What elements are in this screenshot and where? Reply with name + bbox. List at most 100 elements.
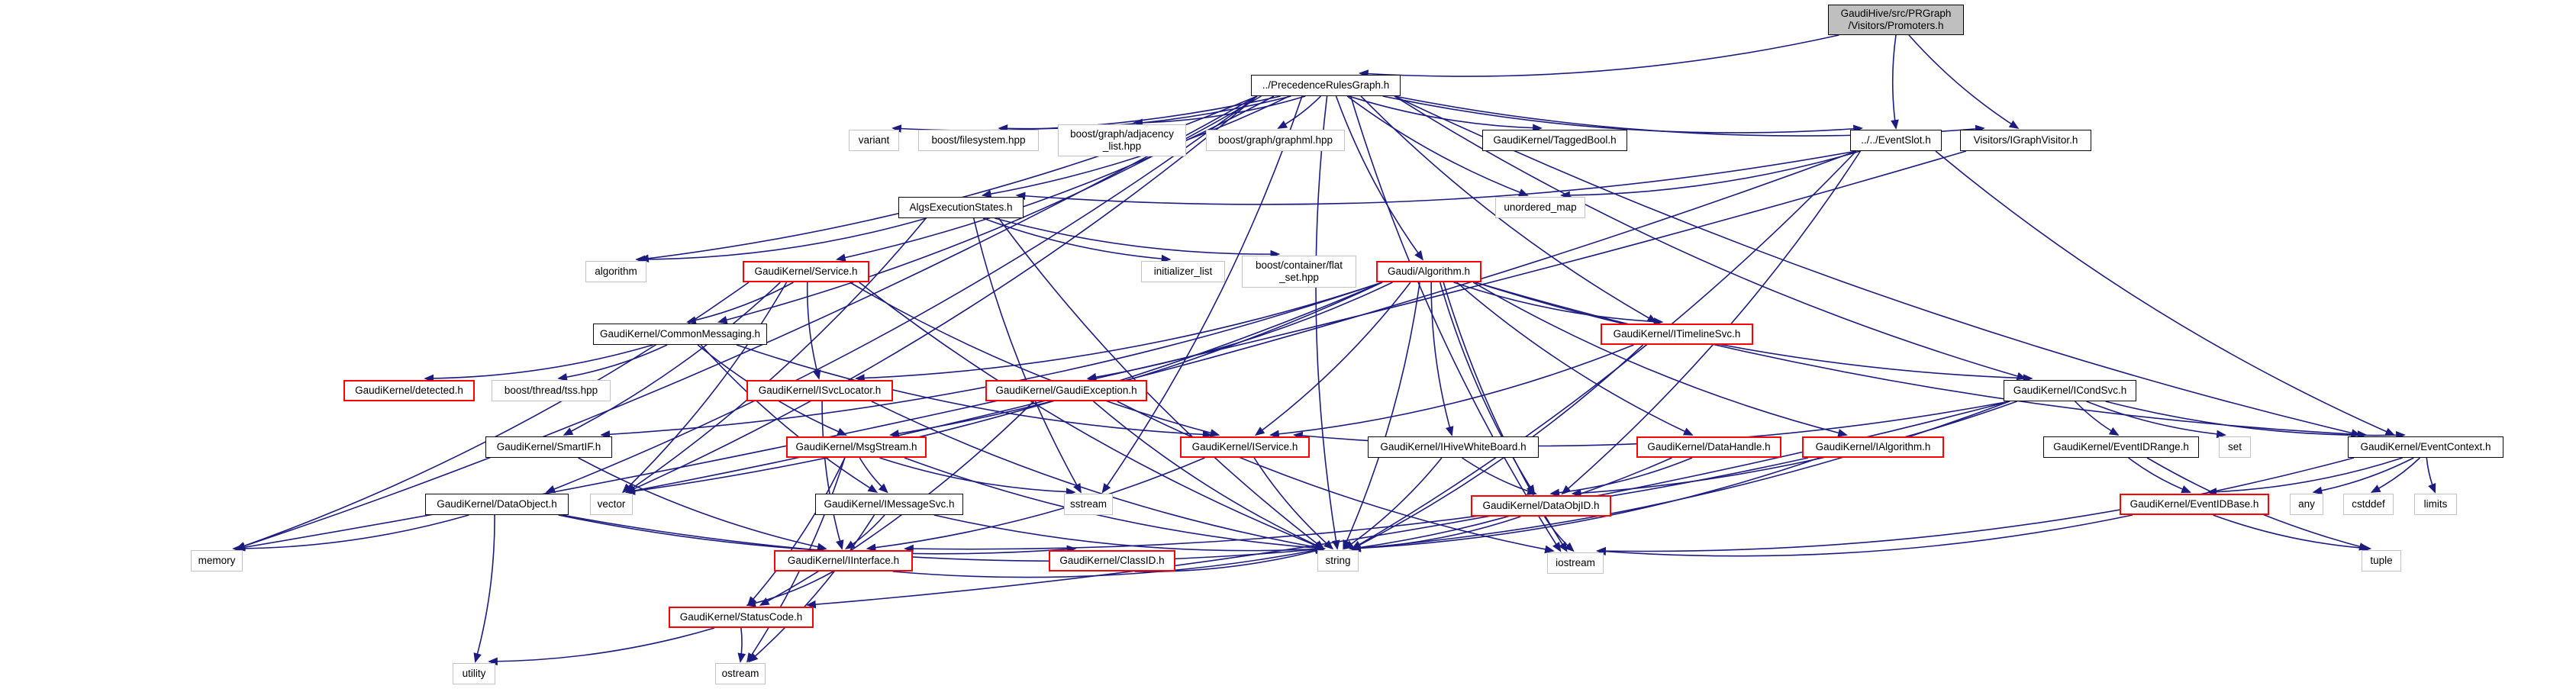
edge-msgstream-to-statuscode: [746, 457, 846, 607]
edge-dataobject-to-utility: [473, 514, 495, 663]
graph-node-prg[interactable]: ../PrecedenceRulesGraph.h: [1251, 75, 1401, 96]
edge-icondsvc-to-set: [2086, 401, 2226, 439]
graph-node-service[interactable]: GaudiKernel/Service.h: [743, 261, 869, 282]
edge-algsexec-to-initializer_list: [982, 217, 1172, 263]
edge-classid-to-string: [1134, 546, 1327, 572]
graph-node-iservice[interactable]: GaudiKernel/IService.h: [1180, 436, 1310, 458]
edge-prg-to-commonmessaging: [717, 95, 1262, 324]
edge-commonmessaging-to-tss: [557, 344, 668, 382]
graph-node-statuscode[interactable]: GaudiKernel/StatusCode.h: [669, 607, 814, 628]
graph-node-limits: limits: [2414, 494, 2457, 515]
edge-service-to-iservice: [850, 282, 1220, 437]
graph-node-msgstream[interactable]: GaudiKernel/MsgStream.h: [786, 436, 927, 458]
edge-imessagesvc-to-string: [933, 514, 1325, 553]
edge-gaudi_algorithm-to-ialgorithm: [1472, 282, 1848, 437]
graph-node-eventidrange[interactable]: GaudiKernel/EventIDRange.h: [2043, 436, 2199, 458]
edge-gaudi_algorithm-to-msgstream: [889, 282, 1383, 438]
graph-node-detected[interactable]: GaudiKernel/detected.h: [343, 380, 475, 401]
graph-node-any: any: [2290, 494, 2323, 515]
edge-gaudi_algorithm-to-itimelinesvc: [1453, 282, 1664, 326]
edge-prg-to-eventslot: [1382, 95, 1864, 134]
graph-node-ihivewhiteboard[interactable]: GaudiKernel/IHiveWhiteBoard.h: [1368, 436, 1539, 458]
graph-node-memory: memory: [191, 550, 243, 571]
graph-node-gaudi_algorithm[interactable]: Gaudi/Algorithm.h: [1376, 261, 1481, 282]
edge-isvclocator-to-iinterface: [821, 401, 844, 550]
graph-node-imessagesvc[interactable]: GaudiKernel/IMessageSvc.h: [815, 494, 963, 515]
graph-node-eventcontext[interactable]: GaudiKernel/EventContext.h: [2348, 436, 2503, 458]
graph-node-smartif[interactable]: GaudiKernel/SmartIF.h: [485, 436, 612, 458]
edge-service-to-string: [859, 282, 1325, 549]
edge-prg-to-adjacency: [1133, 95, 1306, 127]
edge-gaudi_algorithm-to-isvclocator: [854, 282, 1383, 382]
edge-icondsvc-to-eventcontext: [2105, 401, 2406, 439]
edge-dataobject-to-string: [562, 514, 1325, 562]
edge-commonmessaging-to-iservice: [736, 344, 1213, 439]
edge-gaudi_algorithm-to-icondsvc: [1475, 282, 2033, 383]
edge-dataobject-to-memory: [232, 514, 469, 553]
graph-node-igraphvisitor[interactable]: Visitors/IGraphVisitor.h: [1960, 130, 2091, 151]
graph-node-gaudiexception[interactable]: GaudiKernel/GaudiException.h: [985, 380, 1147, 401]
edge-promoters-to-eventslot: [1891, 34, 1899, 130]
edge-commonmessaging-to-imessagesvc: [700, 344, 879, 494]
graph-node-dataobject[interactable]: GaudiKernel/DataObject.h: [425, 494, 569, 515]
graph-node-eventidbase[interactable]: GaudiKernel/EventIDBase.h: [2120, 494, 2269, 515]
edge-eventslot-to-eventcontext: [1935, 150, 2396, 436]
graph-node-icondsvc[interactable]: GaudiKernel/ICondSvc.h: [2004, 380, 2136, 401]
graph-node-cstddef: cstddef: [2343, 494, 2394, 515]
edge-icondsvc-to-statuscode: [806, 401, 2010, 609]
graph-node-unordered_map: unordered_map: [1495, 197, 1585, 218]
edge-itimelinesvc-to-iservice: [1269, 344, 1634, 439]
edge-iinterface-to-statuscode: [746, 571, 833, 607]
graph-node-taggedbool[interactable]: GaudiKernel/TaggedBool.h: [1482, 130, 1627, 151]
graph-node-iinterface[interactable]: GaudiKernel/IInterface.h: [774, 550, 913, 571]
graph-node-datahandle[interactable]: GaudiKernel/DataHandle.h: [1636, 436, 1781, 458]
edge-prg-to-dataobject: [545, 95, 1258, 493]
edge-prg-to-gaudi_algorithm: [1335, 95, 1424, 261]
edge-eventslot-to-algsexec: [1015, 150, 1857, 205]
graph-node-initializer_list: initializer_list: [1141, 261, 1225, 282]
graph-node-itimelinesvc[interactable]: GaudiKernel/ITimelineSvc.h: [1601, 324, 1753, 345]
edge-eventslot-to-unordered_map: [1560, 150, 1861, 200]
edge-eventcontext-to-eventidbase: [2207, 457, 2403, 496]
edge-algsexec-to-string: [998, 217, 1325, 550]
edge-prg-to-service: [835, 95, 1275, 262]
edge-datahandle-to-dataobjid: [1549, 457, 1693, 497]
edge-prg-to-iostream: [1349, 95, 1562, 552]
graph-node-commonmessaging[interactable]: GaudiKernel/CommonMessaging.h: [593, 324, 767, 345]
edge-algsexec-to-sstream: [972, 217, 1082, 494]
graph-node-string: string: [1317, 550, 1359, 571]
edge-eventidbase-to-tuple: [2213, 514, 2372, 552]
edge-iinterface-to-string: [892, 546, 1325, 578]
edge-prg-to-itimelinesvc: [1360, 95, 1658, 323]
graph-node-vector: vector: [590, 494, 633, 515]
edge-ialgorithm-to-iinterface: [904, 457, 1809, 553]
edge-ihivewhiteboard-to-dataobjid: [1462, 457, 1537, 495]
edge-gaudi_algorithm-to-datahandle: [1456, 282, 1694, 436]
graph-node-isvclocator[interactable]: GaudiKernel/ISvcLocator.h: [746, 380, 893, 401]
edge-commonmessaging-to-detected: [424, 344, 653, 383]
graph-node-tuple: tuple: [2362, 550, 2401, 571]
edge-smartif-to-iinterface: [578, 457, 827, 551]
edge-imessagesvc-to-iinterface: [844, 514, 885, 550]
edge-eventcontext-to-iostream: [1596, 457, 2355, 555]
graph-node-set: set: [2219, 436, 2251, 458]
edge-algsexec-to-vector: [625, 217, 927, 494]
edge-gaudiexception-to-iostream: [1117, 401, 1555, 554]
graph-node-algorithm: algorithm: [585, 261, 646, 282]
graph-node-eventslot[interactable]: ../../EventSlot.h: [1850, 130, 1942, 151]
edge-prg-to-eventcontext: [1394, 95, 2362, 437]
graph-node-algsexec[interactable]: AlgsExecutionStates.h: [898, 197, 1024, 218]
edge-icondsvc-to-string: [1351, 401, 2010, 552]
graph-node-utility: utility: [453, 663, 495, 684]
graph-node-dataobjid[interactable]: GaudiKernel/DataObjID.h: [1471, 495, 1611, 517]
edge-gaudi_algorithm-to-dataobjid: [1439, 282, 1536, 495]
edge-ialgorithm-to-string: [1351, 457, 1820, 552]
graph-node-classid[interactable]: GaudiKernel/ClassID.h: [1049, 550, 1175, 571]
graph-node-ialgorithm[interactable]: GaudiKernel/IAlgorithm.h: [1802, 436, 1944, 458]
graph-node-graphml: boost/graph/graphml.hpp: [1206, 130, 1345, 151]
graph-node-variant: variant: [849, 130, 899, 151]
edge-statuscode-to-utility: [488, 627, 715, 666]
edge-gaudi_algorithm-to-vector: [625, 282, 1383, 495]
